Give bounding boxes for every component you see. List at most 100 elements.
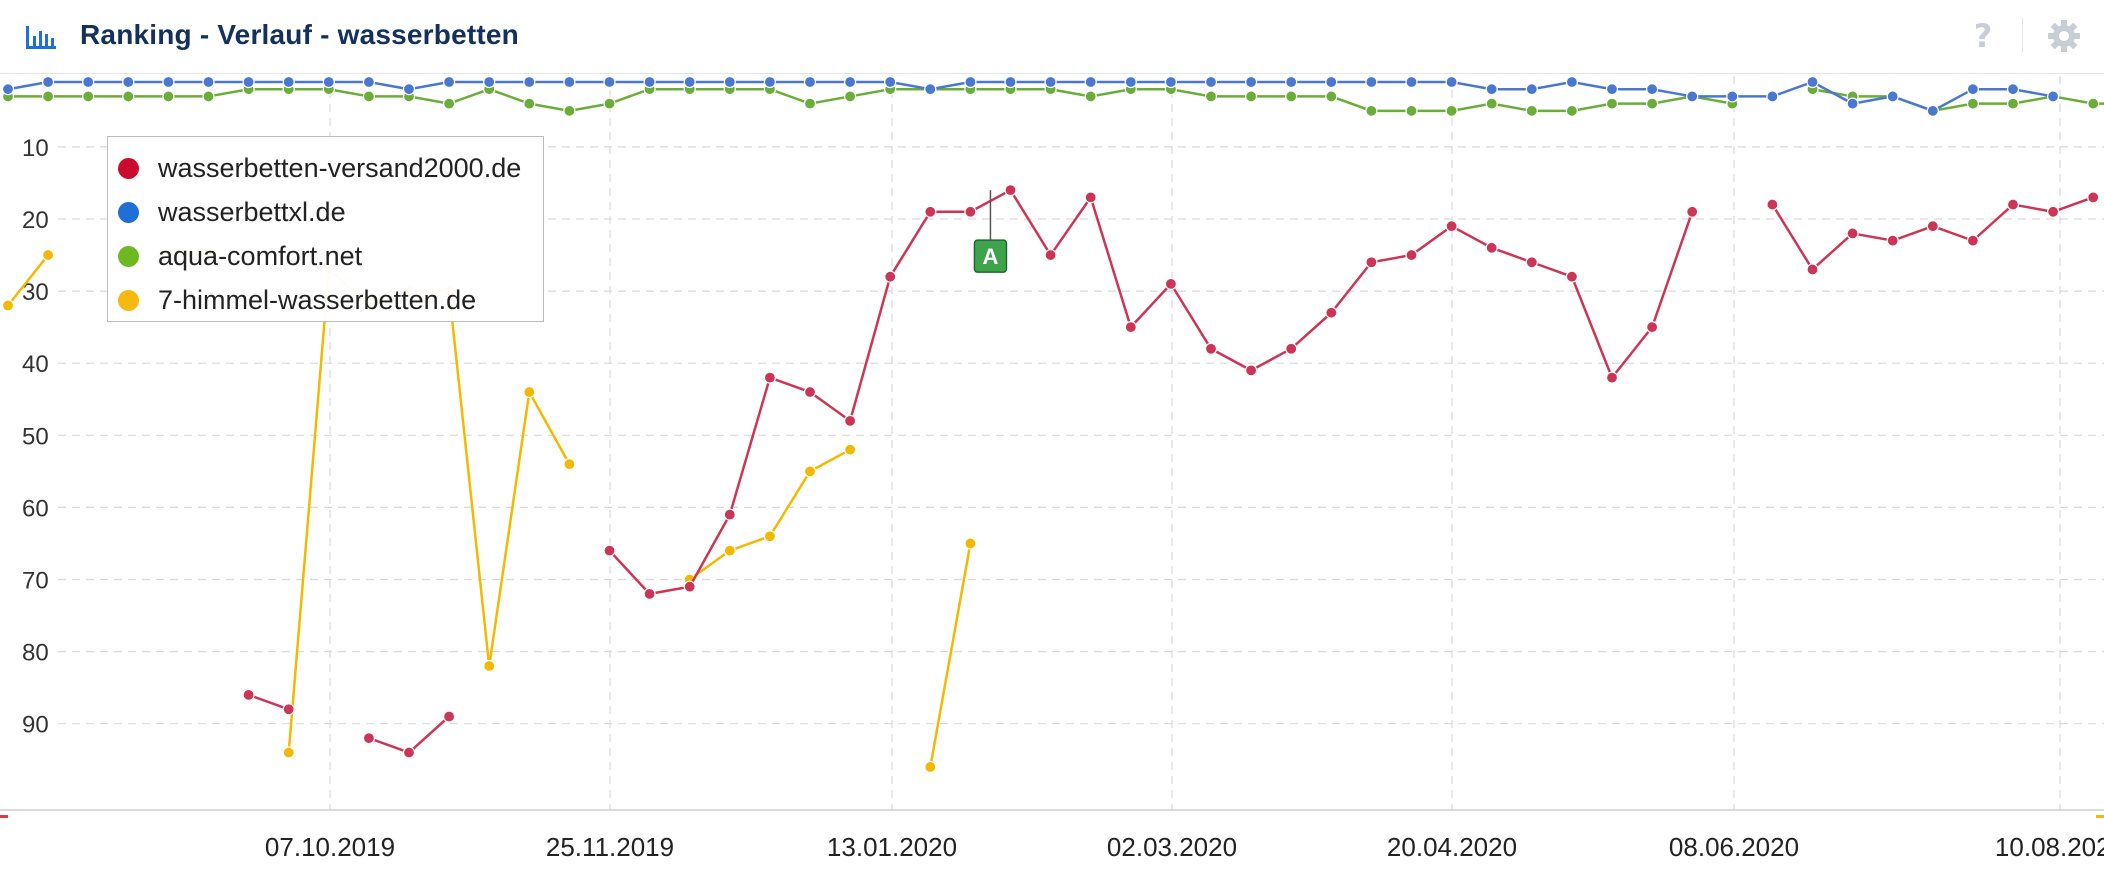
data-point[interactable] xyxy=(1405,104,1418,117)
data-point[interactable] xyxy=(443,710,456,723)
data-point[interactable] xyxy=(322,76,335,89)
data-point[interactable] xyxy=(1485,241,1498,254)
data-point[interactable] xyxy=(362,76,375,89)
data-point[interactable] xyxy=(282,703,295,716)
data-point[interactable] xyxy=(1766,198,1779,211)
data-point[interactable] xyxy=(1325,90,1338,103)
data-point[interactable] xyxy=(443,76,456,89)
data-point[interactable] xyxy=(523,385,536,399)
data-point[interactable] xyxy=(924,760,937,774)
data-point[interactable] xyxy=(1886,234,1899,247)
data-point[interactable] xyxy=(1445,220,1458,233)
data-point[interactable] xyxy=(1124,76,1137,89)
data-point[interactable] xyxy=(122,76,135,89)
data-point[interactable] xyxy=(41,248,55,262)
data-point[interactable] xyxy=(1164,76,1177,89)
data-point[interactable] xyxy=(242,76,255,89)
annotation-marker[interactable] xyxy=(973,239,1008,273)
data-point[interactable] xyxy=(723,76,736,89)
data-point[interactable] xyxy=(362,732,375,745)
data-point[interactable] xyxy=(803,465,817,478)
data-point[interactable] xyxy=(964,537,977,550)
data-point[interactable] xyxy=(1325,306,1338,319)
data-point[interactable] xyxy=(1686,205,1699,218)
data-point[interactable] xyxy=(523,97,536,110)
data-point[interactable] xyxy=(1084,90,1097,103)
data-point[interactable] xyxy=(1645,83,1659,96)
data-point[interactable] xyxy=(1645,321,1659,334)
data-point[interactable] xyxy=(1405,76,1418,89)
data-point[interactable] xyxy=(884,270,897,283)
data-point[interactable] xyxy=(82,90,95,103)
data-point[interactable] xyxy=(1525,256,1538,269)
data-point[interactable] xyxy=(2087,191,2100,204)
data-point[interactable] xyxy=(2047,205,2060,218)
data-point[interactable] xyxy=(202,76,215,89)
data-point[interactable] xyxy=(523,76,536,89)
data-point[interactable] xyxy=(1244,90,1258,103)
data-point[interactable] xyxy=(1285,342,1298,355)
data-point[interactable] xyxy=(843,414,857,427)
data-point[interactable] xyxy=(964,76,977,89)
data-point[interactable] xyxy=(242,688,255,701)
legend-item-wasserbetten-versand2000[interactable]: wasserbetten-versand2000.de xyxy=(108,147,543,191)
data-point[interactable] xyxy=(1926,104,1939,117)
data-point[interactable] xyxy=(1966,97,1980,110)
data-point[interactable] xyxy=(803,97,817,110)
data-point[interactable] xyxy=(603,97,616,110)
data-point[interactable] xyxy=(843,443,857,456)
legend-item-wasserbettxl[interactable]: wasserbettxl.de xyxy=(108,191,543,235)
data-point[interactable] xyxy=(1,299,15,312)
data-point[interactable] xyxy=(683,580,696,593)
data-point[interactable] xyxy=(2087,97,2100,110)
data-point[interactable] xyxy=(1645,97,1659,110)
data-point[interactable] xyxy=(763,76,776,89)
data-point[interactable] xyxy=(1926,220,1939,233)
data-point[interactable] xyxy=(1445,76,1458,89)
data-point[interactable] xyxy=(402,83,416,96)
data-point[interactable] xyxy=(1525,83,1538,96)
data-point[interactable] xyxy=(1204,76,1218,89)
data-point[interactable] xyxy=(643,76,656,89)
data-point[interactable] xyxy=(443,97,456,110)
data-point[interactable] xyxy=(763,530,777,543)
data-point[interactable] xyxy=(1245,76,1258,89)
data-point[interactable] xyxy=(1565,104,1579,117)
data-point[interactable] xyxy=(1405,248,1418,262)
legend-item-aqua-comfort[interactable]: aqua-comfort.net xyxy=(108,235,543,279)
data-point[interactable] xyxy=(1726,90,1739,103)
data-point[interactable] xyxy=(723,544,736,557)
data-point[interactable] xyxy=(1846,97,1859,110)
data-point[interactable] xyxy=(924,205,937,218)
question-mark-icon[interactable]: ? xyxy=(1973,17,1993,55)
data-point[interactable] xyxy=(1044,76,1057,89)
data-point[interactable] xyxy=(1806,263,1819,276)
data-point[interactable] xyxy=(1525,104,1538,117)
data-point[interactable] xyxy=(1044,248,1057,262)
data-point[interactable] xyxy=(2047,90,2060,103)
data-point[interactable] xyxy=(41,90,55,103)
data-point[interactable] xyxy=(603,544,616,557)
data-point[interactable] xyxy=(2006,83,2020,96)
data-point[interactable] xyxy=(683,76,696,89)
data-point[interactable] xyxy=(82,76,95,89)
data-point[interactable] xyxy=(1244,364,1258,377)
data-point[interactable] xyxy=(1605,371,1619,384)
data-point[interactable] xyxy=(563,458,576,471)
data-point[interactable] xyxy=(1285,76,1298,89)
data-point[interactable] xyxy=(643,587,656,601)
data-point[interactable] xyxy=(1686,90,1699,103)
data-point[interactable] xyxy=(1766,90,1779,103)
data-point[interactable] xyxy=(1445,104,1458,117)
data-point[interactable] xyxy=(1806,76,1819,89)
data-point[interactable] xyxy=(1485,83,1498,96)
data-point[interactable] xyxy=(1084,191,1097,204)
data-point[interactable] xyxy=(483,659,496,673)
data-point[interactable] xyxy=(844,76,857,89)
data-point[interactable] xyxy=(1886,90,1899,103)
gear-icon[interactable] xyxy=(2046,18,2082,54)
data-point[interactable] xyxy=(282,76,295,89)
data-point[interactable] xyxy=(1485,97,1498,110)
data-point[interactable] xyxy=(483,76,496,89)
data-point[interactable] xyxy=(1204,342,1218,355)
